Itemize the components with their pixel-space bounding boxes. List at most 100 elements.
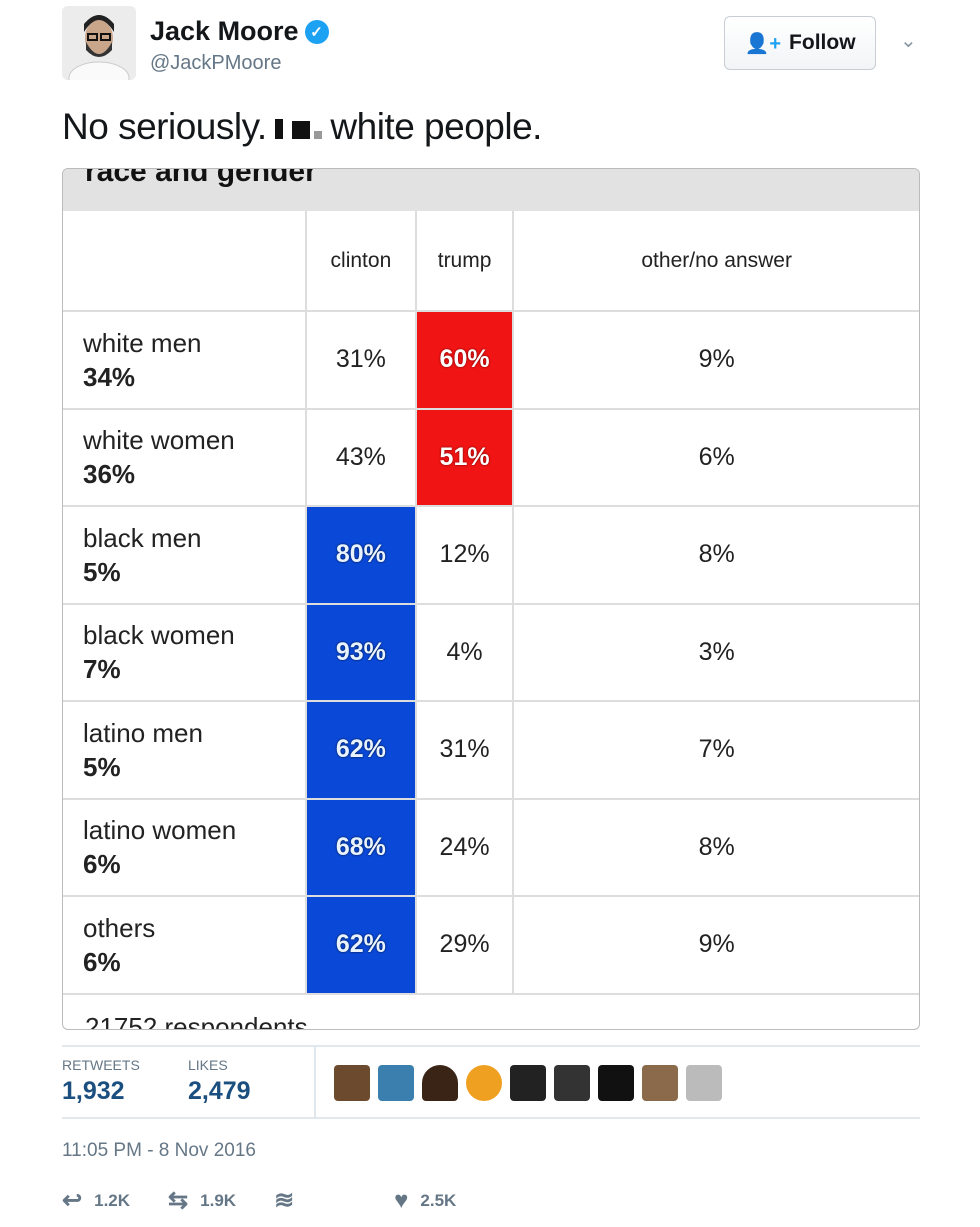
header-trump: trump <box>414 211 515 312</box>
retweet-icon: ⇆ <box>168 1187 189 1214</box>
row-label: black women 7% <box>63 602 307 702</box>
stats-divider <box>314 1047 316 1119</box>
table-row: white women 36% 43% 51% 6% <box>63 407 919 507</box>
row-label: white women 36% <box>63 407 307 507</box>
liker-avatar[interactable] <box>378 1065 414 1101</box>
heart-icon: ♥ <box>394 1186 409 1214</box>
row-label: latino women 6% <box>63 797 307 897</box>
header-empty <box>63 211 307 312</box>
liker-avatar[interactable] <box>554 1065 590 1101</box>
reply-button[interactable]: ↩ 1.2K <box>62 1186 130 1215</box>
group-share: 5% <box>83 556 121 587</box>
avatar[interactable] <box>62 6 136 80</box>
cell-clinton: 93% <box>305 602 417 702</box>
group-share: 7% <box>83 654 121 685</box>
liker-avatar[interactable] <box>642 1065 678 1101</box>
row-label: black men 5% <box>63 505 307 605</box>
like-count: 2.5K <box>420 1190 457 1210</box>
group-name: black men <box>83 522 202 553</box>
verified-badge-icon: ✓ <box>304 19 329 44</box>
liker-avatar[interactable] <box>466 1065 502 1101</box>
card-title: race and gender <box>85 169 317 188</box>
tweet-text: No seriously. white people. <box>62 106 542 148</box>
author-name-text: Jack Moore <box>150 16 299 46</box>
liker-avatar[interactable] <box>686 1065 722 1101</box>
liker-avatar[interactable] <box>422 1065 458 1101</box>
liker-avatar[interactable] <box>334 1065 370 1101</box>
group-name: latino women <box>83 815 237 846</box>
cell-clinton: 62% <box>305 700 417 800</box>
liker-avatars <box>334 1065 722 1101</box>
table-row: black women 7% 93% 4% 3% <box>63 602 919 702</box>
retweet-button[interactable]: ⇆ 1.9K <box>168 1186 236 1215</box>
cell-clinton: 31% <box>305 310 417 410</box>
author-name[interactable]: Jack Moore ✓ <box>150 16 329 47</box>
cell-clinton: 43% <box>305 407 417 507</box>
cell-clinton: 62% <box>305 895 417 995</box>
avatar-image <box>62 6 136 80</box>
retweets-label: RETWEETS <box>62 1057 140 1073</box>
table-header-row: clinton trump other/no answer <box>63 211 919 312</box>
cell-other: 9% <box>512 310 919 410</box>
cell-other: 8% <box>512 797 919 897</box>
group-share: 6% <box>83 946 121 977</box>
add-user-icon: 👤+ <box>744 32 782 55</box>
cell-trump: 29% <box>414 895 515 995</box>
cell-other: 9% <box>512 895 919 995</box>
tweet-text-after: white people. <box>330 106 542 147</box>
follow-label: Follow <box>789 31 856 54</box>
cell-trump: 24% <box>414 797 515 897</box>
row-label: latino men 5% <box>63 700 307 800</box>
group-name: white men <box>83 327 202 358</box>
reply-count: 1.2K <box>94 1190 131 1210</box>
cell-clinton: 68% <box>305 797 417 897</box>
row-label: others 6% <box>63 895 307 995</box>
likes-stat[interactable]: LIKES 2,479 <box>188 1057 251 1106</box>
group-name: others <box>83 912 156 943</box>
follow-button[interactable]: 👤+ Follow <box>724 16 876 70</box>
group-share: 6% <box>83 849 121 880</box>
like-button[interactable]: ♥ 2.5K <box>394 1187 456 1215</box>
author-handle[interactable]: @JackPMoore <box>150 52 282 74</box>
header-clinton: clinton <box>305 211 417 312</box>
likes-count: 2,479 <box>188 1077 251 1105</box>
group-share: 5% <box>83 751 121 782</box>
cell-other: 8% <box>512 505 919 605</box>
card-header: race and gender <box>63 169 919 211</box>
emoji-icon <box>274 106 323 148</box>
group-name: white women <box>83 425 235 456</box>
cell-trump: 31% <box>414 700 515 800</box>
cell-other: 3% <box>512 602 919 702</box>
cell-trump: 60% <box>414 310 515 410</box>
moment-button[interactable]: ≋ <box>274 1186 294 1215</box>
group-name: latino men <box>83 717 203 748</box>
reply-icon: ↩ <box>62 1187 83 1214</box>
cell-other: 6% <box>512 407 919 507</box>
cell-trump: 51% <box>414 407 515 507</box>
table-row: white men 34% 31% 60% 9% <box>63 310 919 410</box>
likes-label: LIKES <box>188 1057 228 1073</box>
group-name: black women <box>83 620 235 651</box>
tweet-actions: ↩ 1.2K ⇆ 1.9K ≋ ♥ 2.5K <box>62 1186 494 1215</box>
header-other: other/no answer <box>512 211 919 312</box>
tweet-stats: RETWEETS 1,932 LIKES 2,479 <box>62 1045 920 1119</box>
liker-avatar[interactable] <box>598 1065 634 1101</box>
table-row: others 6% 62% 29% 9% <box>63 895 919 995</box>
tweet-timestamp[interactable]: 11:05 PM - 8 Nov 2016 <box>62 1140 256 1161</box>
layers-icon: ≋ <box>274 1187 295 1214</box>
cell-other: 7% <box>512 700 919 800</box>
card-footnote: 21752 respondents <box>85 1012 308 1030</box>
cell-clinton: 80% <box>305 505 417 605</box>
table-row: latino women 6% 68% 24% 8% <box>63 797 919 897</box>
retweets-stat[interactable]: RETWEETS 1,932 <box>62 1057 140 1106</box>
liker-avatar[interactable] <box>510 1065 546 1101</box>
group-share: 34% <box>83 361 136 392</box>
cell-trump: 12% <box>414 505 515 605</box>
retweet-count: 1.9K <box>200 1190 237 1210</box>
cell-trump: 4% <box>414 602 515 702</box>
chevron-down-icon[interactable]: ⌄ <box>900 30 917 52</box>
tweet-image-card[interactable]: race and gender clinton trump other/no a… <box>62 168 920 1030</box>
tweet-text-before: No seriously. <box>62 106 267 147</box>
exit-poll-table: clinton trump other/no answer white men 3… <box>63 211 919 995</box>
row-label: white men 34% <box>63 310 307 410</box>
